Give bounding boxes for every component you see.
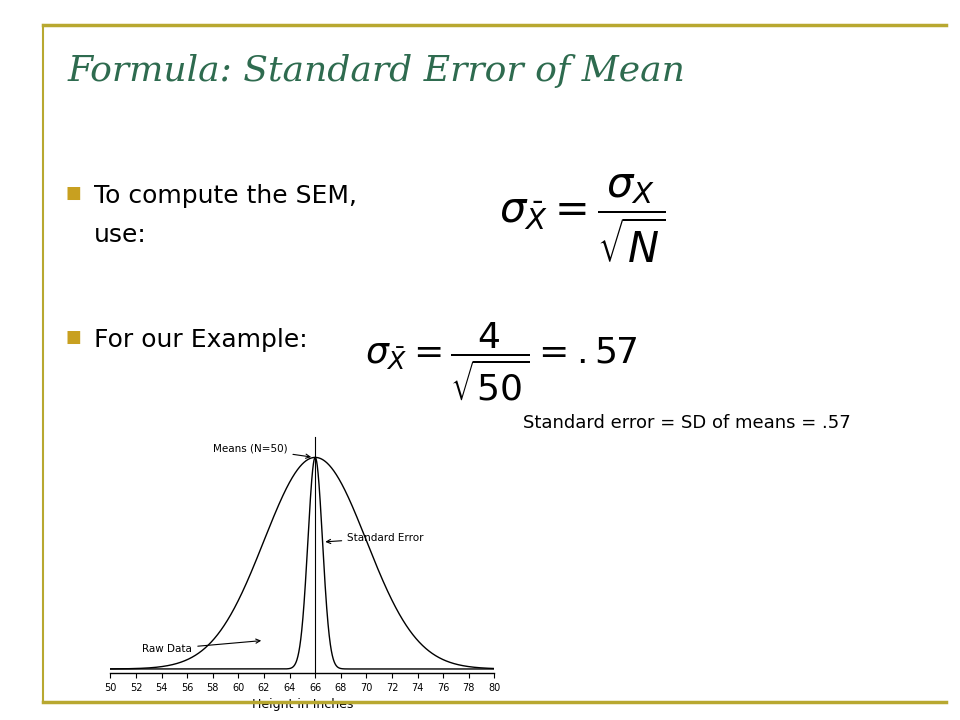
Text: Raw Data: Raw Data <box>142 639 260 654</box>
Text: Means (N=50): Means (N=50) <box>213 443 310 458</box>
Text: Standard error = SD of means = .57: Standard error = SD of means = .57 <box>523 414 851 432</box>
Text: For our Example:: For our Example: <box>94 328 308 351</box>
Text: ■: ■ <box>65 184 81 202</box>
X-axis label: Heignt in Inches: Heignt in Inches <box>252 698 353 711</box>
Text: To compute the SEM,: To compute the SEM, <box>94 184 357 207</box>
Text: $\sigma_{\bar{X}} = \dfrac{\sigma_X}{\sqrt{N}}$: $\sigma_{\bar{X}} = \dfrac{\sigma_X}{\sq… <box>499 173 666 266</box>
Text: $\sigma_{\bar{X}} = \dfrac{4}{\sqrt{50}} = .57$: $\sigma_{\bar{X}} = \dfrac{4}{\sqrt{50}}… <box>365 320 636 403</box>
Text: use:: use: <box>94 223 147 247</box>
Text: Formula: Standard Error of Mean: Formula: Standard Error of Mean <box>67 54 685 88</box>
Text: ■: ■ <box>65 328 81 346</box>
Text: Standard Error: Standard Error <box>326 533 423 544</box>
